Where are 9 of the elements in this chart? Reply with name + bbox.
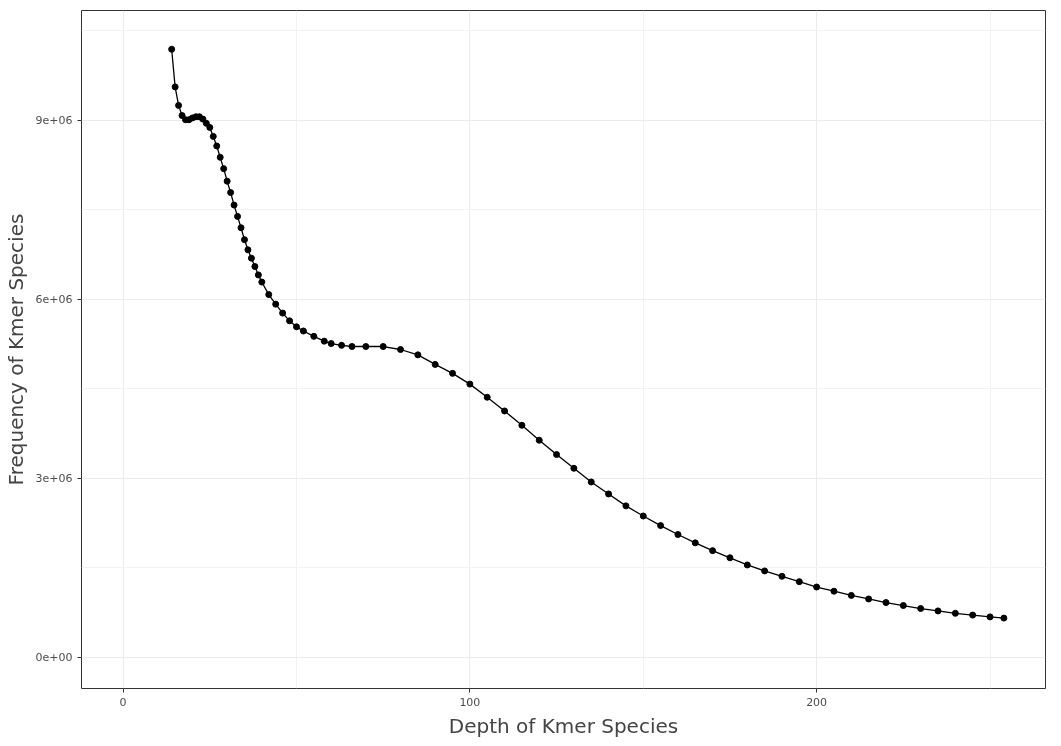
x-tick-label: 200 (806, 695, 828, 709)
y-tick-label: 3e+06 (35, 472, 73, 486)
x-axis-title: Depth of Kmer Species (448, 713, 679, 738)
x-tick-label: 100 (459, 695, 481, 709)
y-tick-label: 0e+00 (35, 651, 73, 665)
y-axis-title: Frequency of Kmer Species (3, 213, 28, 486)
x-tick-label: 0 (119, 695, 127, 709)
y-tick-label: 6e+06 (35, 293, 73, 307)
y-tick-label: 9e+06 (35, 114, 73, 128)
